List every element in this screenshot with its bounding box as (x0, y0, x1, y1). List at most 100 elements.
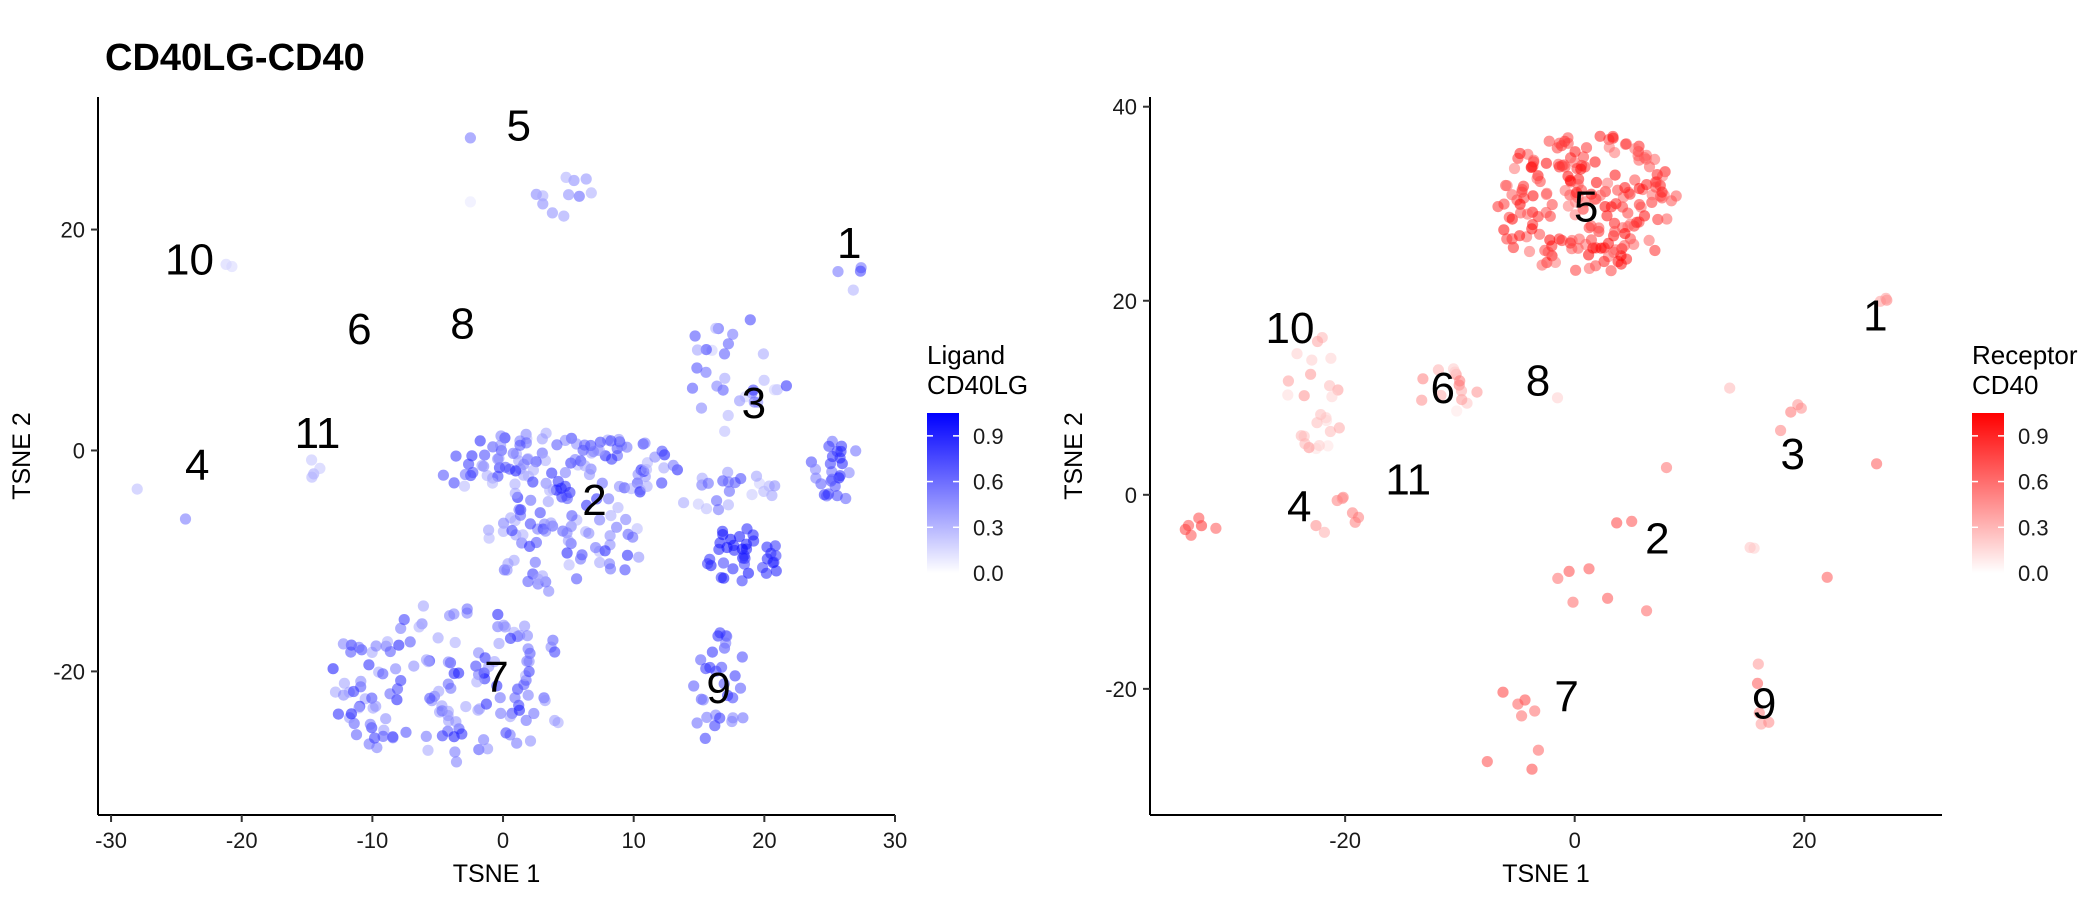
data-point (1523, 245, 1536, 258)
data-point (1349, 516, 1361, 528)
data-point (604, 530, 616, 542)
data-point (1313, 440, 1325, 452)
data-point (509, 692, 521, 704)
data-point (473, 744, 485, 756)
data-point (735, 473, 747, 485)
data-point (395, 622, 407, 635)
data-point (748, 535, 760, 547)
data-point (1570, 264, 1582, 276)
data-point (380, 713, 392, 725)
data-point (545, 517, 557, 529)
data-point (350, 729, 363, 741)
data-point (726, 715, 738, 728)
data-point (449, 746, 461, 758)
cluster-label: 1 (1863, 291, 1887, 340)
data-point (1618, 240, 1631, 252)
data-point (695, 402, 708, 414)
data-point (1514, 230, 1526, 242)
data-point (370, 700, 382, 712)
data-point (1601, 210, 1613, 222)
data-point (581, 499, 593, 511)
data-point (507, 447, 519, 459)
data-point (345, 646, 357, 658)
data-point (831, 490, 843, 502)
cluster-label: 7 (484, 653, 508, 702)
data-point (563, 189, 575, 201)
data-point (461, 603, 473, 615)
cluster-label: 9 (706, 664, 730, 713)
x-tick-label: 30 (883, 828, 907, 853)
data-point (131, 483, 143, 495)
data-point (420, 730, 432, 743)
data-point (1640, 153, 1652, 165)
data-point (1416, 394, 1428, 406)
data-point (1282, 375, 1294, 387)
data-point (722, 409, 734, 422)
data-point (1590, 176, 1603, 189)
data-point (1508, 162, 1521, 175)
data-point (729, 670, 741, 682)
data-point (1516, 184, 1528, 196)
data-point (1744, 541, 1756, 554)
data-point (605, 509, 617, 522)
data-point (179, 513, 192, 525)
data-point (398, 614, 410, 626)
data-point (353, 641, 365, 654)
data-point (641, 480, 653, 492)
data-point (1456, 394, 1468, 406)
y-tick-label: 40 (1113, 95, 1137, 120)
data-point (363, 659, 375, 671)
data-point (400, 726, 412, 738)
data-point (1540, 206, 1552, 219)
data-point (1633, 182, 1645, 195)
data-point (611, 521, 623, 533)
data-point (559, 467, 572, 479)
data-point (486, 477, 499, 489)
data-point (710, 322, 722, 334)
data-point (371, 742, 383, 754)
data-point (599, 545, 611, 557)
data-point (456, 728, 468, 740)
x-tick-label: 0 (497, 828, 509, 853)
data-point (1619, 182, 1631, 194)
data-point (391, 683, 404, 695)
data-point (722, 338, 735, 350)
data-point (1629, 174, 1641, 186)
data-point (709, 720, 721, 732)
data-point (1629, 143, 1641, 155)
data-point (1305, 368, 1317, 380)
data-point (327, 663, 339, 675)
data-point (1628, 238, 1640, 250)
data-point (583, 468, 596, 481)
data-point (744, 314, 756, 326)
cluster-label: 9 (1752, 679, 1776, 728)
data-point (544, 484, 556, 497)
cluster-label: 8 (450, 299, 474, 348)
data-point (1526, 763, 1538, 775)
data-point (1593, 222, 1605, 234)
x-axis-title: TSNE 1 (453, 860, 541, 888)
data-point (722, 476, 735, 488)
data-point (1609, 169, 1621, 181)
data-point (1609, 244, 1622, 256)
data-point (722, 499, 735, 511)
data-point (587, 445, 600, 458)
data-point (835, 445, 847, 458)
data-point (1559, 135, 1571, 147)
data-point (712, 630, 724, 642)
data-point (1311, 417, 1323, 429)
data-point (558, 210, 570, 222)
data-point (1454, 375, 1466, 387)
data-point (810, 472, 822, 484)
data-point (1447, 363, 1460, 375)
data-point (1724, 382, 1736, 394)
data-point (518, 458, 530, 470)
legend-tick-label: 0.6 (973, 470, 1004, 495)
data-point (450, 756, 463, 768)
data-point (640, 464, 653, 476)
data-point (555, 482, 567, 494)
data-point (1322, 440, 1334, 452)
x-axis-title: TSNE 1 (1502, 860, 1590, 888)
